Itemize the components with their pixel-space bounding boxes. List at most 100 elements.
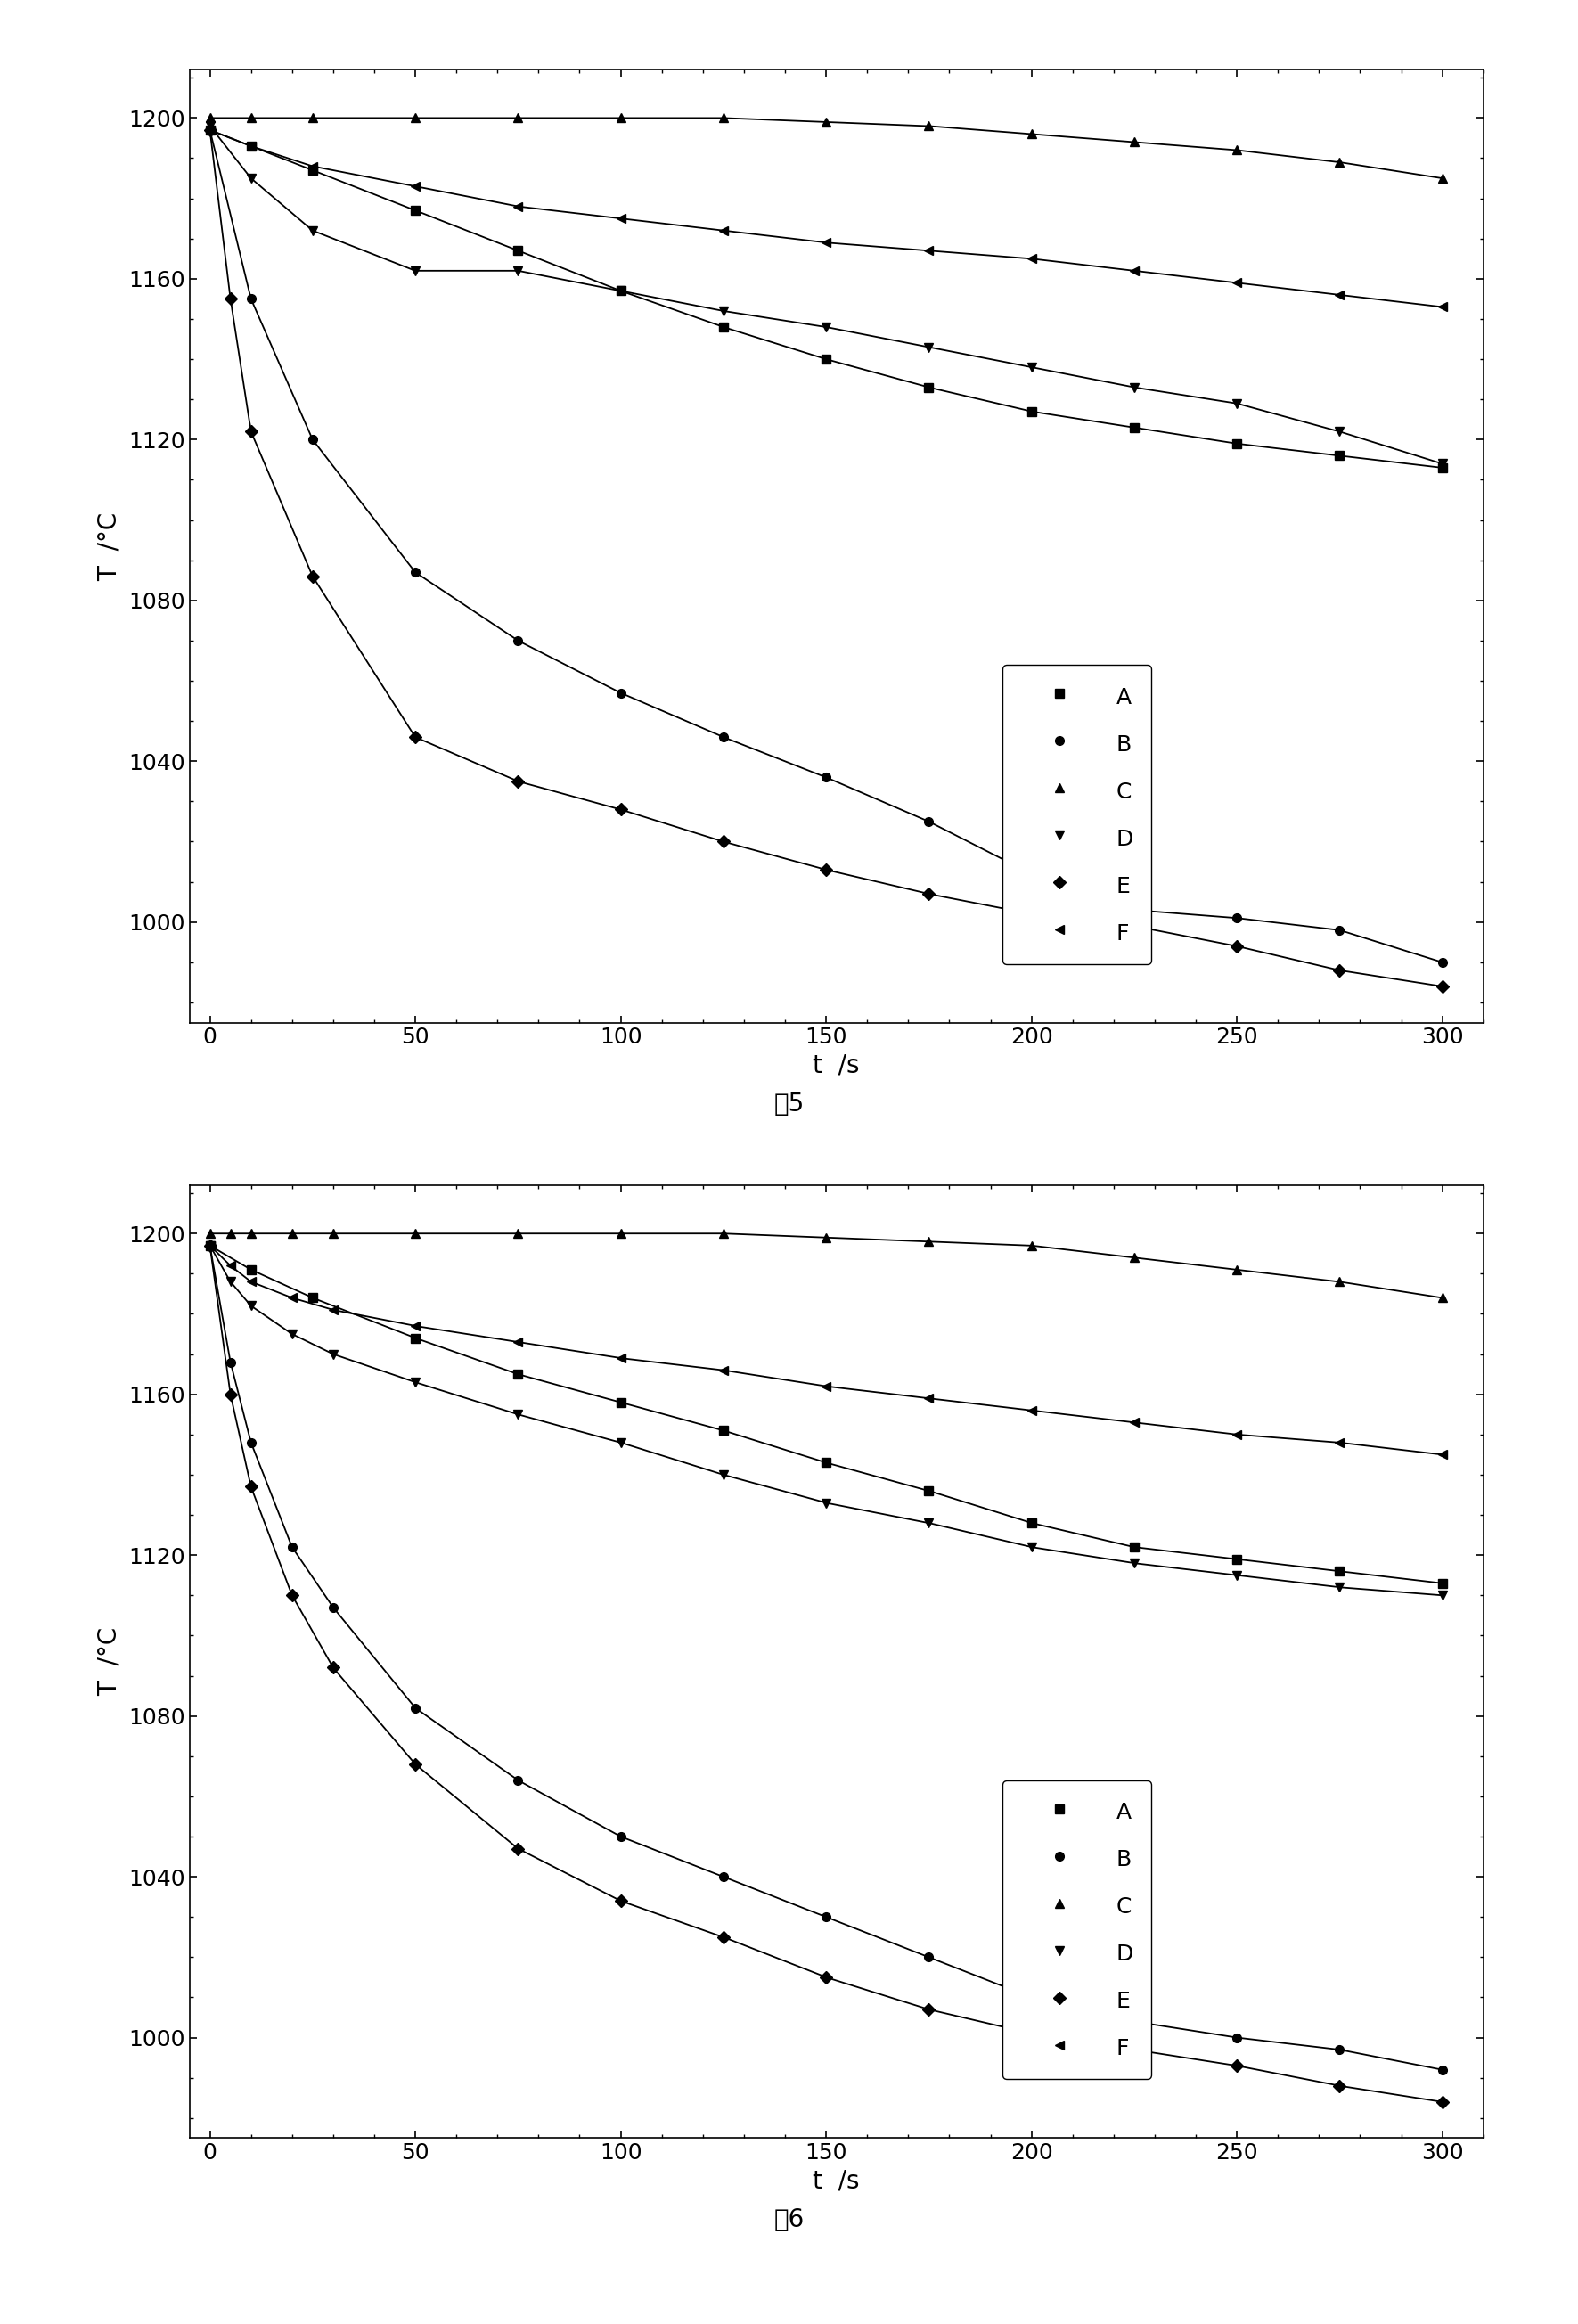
E [1228, 932, 1247, 960]
E [611, 795, 630, 823]
C [221, 1220, 240, 1248]
B [1228, 904, 1247, 932]
F [611, 205, 630, 232]
E [1433, 2087, 1452, 2115]
D [508, 1401, 527, 1429]
D [221, 1269, 240, 1297]
C [920, 1227, 939, 1255]
E [713, 1924, 732, 1952]
B [508, 627, 527, 655]
X-axis label: t  /s: t /s [813, 2168, 860, 2194]
A [1023, 1508, 1041, 1536]
B [1023, 1982, 1041, 2010]
A [611, 1387, 630, 1415]
D [406, 256, 424, 284]
F [920, 237, 939, 265]
E [920, 881, 939, 909]
B [303, 425, 322, 453]
D [406, 1369, 424, 1397]
D [1023, 353, 1041, 381]
C [1330, 149, 1349, 177]
B [713, 1864, 732, 1892]
B [1228, 2024, 1247, 2052]
A [713, 314, 732, 342]
C [713, 1220, 732, 1248]
F [1433, 293, 1452, 321]
Line: F: F [205, 1241, 1447, 1459]
A [816, 1448, 835, 1476]
D [920, 1508, 939, 1536]
Line: F: F [205, 125, 1447, 311]
B [282, 1534, 301, 1562]
F [282, 1283, 301, 1311]
A [1433, 453, 1452, 481]
F [1228, 1420, 1247, 1448]
A [1228, 1545, 1247, 1573]
D [1023, 1534, 1041, 1562]
E [713, 827, 732, 855]
D [282, 1320, 301, 1348]
E [611, 1887, 630, 1915]
D [1125, 374, 1144, 402]
A [1125, 1534, 1144, 1562]
B [1433, 2057, 1452, 2085]
D [200, 112, 219, 139]
B [713, 723, 732, 751]
D [323, 1341, 342, 1369]
D [1228, 390, 1247, 418]
B [1023, 860, 1041, 888]
Text: 图6: 图6 [773, 2208, 805, 2231]
Line: D: D [205, 1241, 1447, 1599]
D [200, 1232, 219, 1260]
A [303, 156, 322, 184]
F [1023, 244, 1041, 272]
C [303, 105, 322, 132]
A [1330, 442, 1349, 469]
Line: B: B [205, 1241, 1447, 2073]
A [406, 198, 424, 225]
B [323, 1594, 342, 1622]
F [816, 1371, 835, 1399]
C [200, 105, 219, 132]
A [1125, 414, 1144, 442]
B [241, 1429, 260, 1457]
A [303, 1283, 322, 1311]
E [508, 767, 527, 795]
E [1023, 899, 1041, 927]
C [816, 107, 835, 135]
B [406, 558, 424, 586]
C [241, 105, 260, 132]
D [920, 332, 939, 360]
A [611, 277, 630, 304]
C [713, 105, 732, 132]
D [713, 1462, 732, 1490]
C [1228, 137, 1247, 165]
Line: A: A [205, 1241, 1447, 1587]
C [816, 1222, 835, 1250]
F [221, 1253, 240, 1281]
C [406, 1220, 424, 1248]
B [920, 809, 939, 837]
Line: D: D [205, 121, 1447, 467]
Line: E: E [205, 1241, 1447, 2106]
D [1228, 1562, 1247, 1590]
B [1330, 916, 1349, 944]
A [920, 374, 939, 402]
A [406, 1325, 424, 1353]
E [1433, 971, 1452, 999]
C [323, 1220, 342, 1248]
E [1023, 2020, 1041, 2047]
A [1228, 430, 1247, 458]
Line: E: E [205, 125, 1447, 990]
E [1125, 911, 1144, 939]
A [200, 1232, 219, 1260]
C [508, 105, 527, 132]
F [816, 228, 835, 256]
Y-axis label: T  /°C: T /°C [98, 511, 122, 581]
C [282, 1220, 301, 1248]
D [713, 297, 732, 325]
F [508, 193, 527, 221]
F [713, 1357, 732, 1385]
C [1228, 1255, 1247, 1283]
F [406, 1313, 424, 1341]
